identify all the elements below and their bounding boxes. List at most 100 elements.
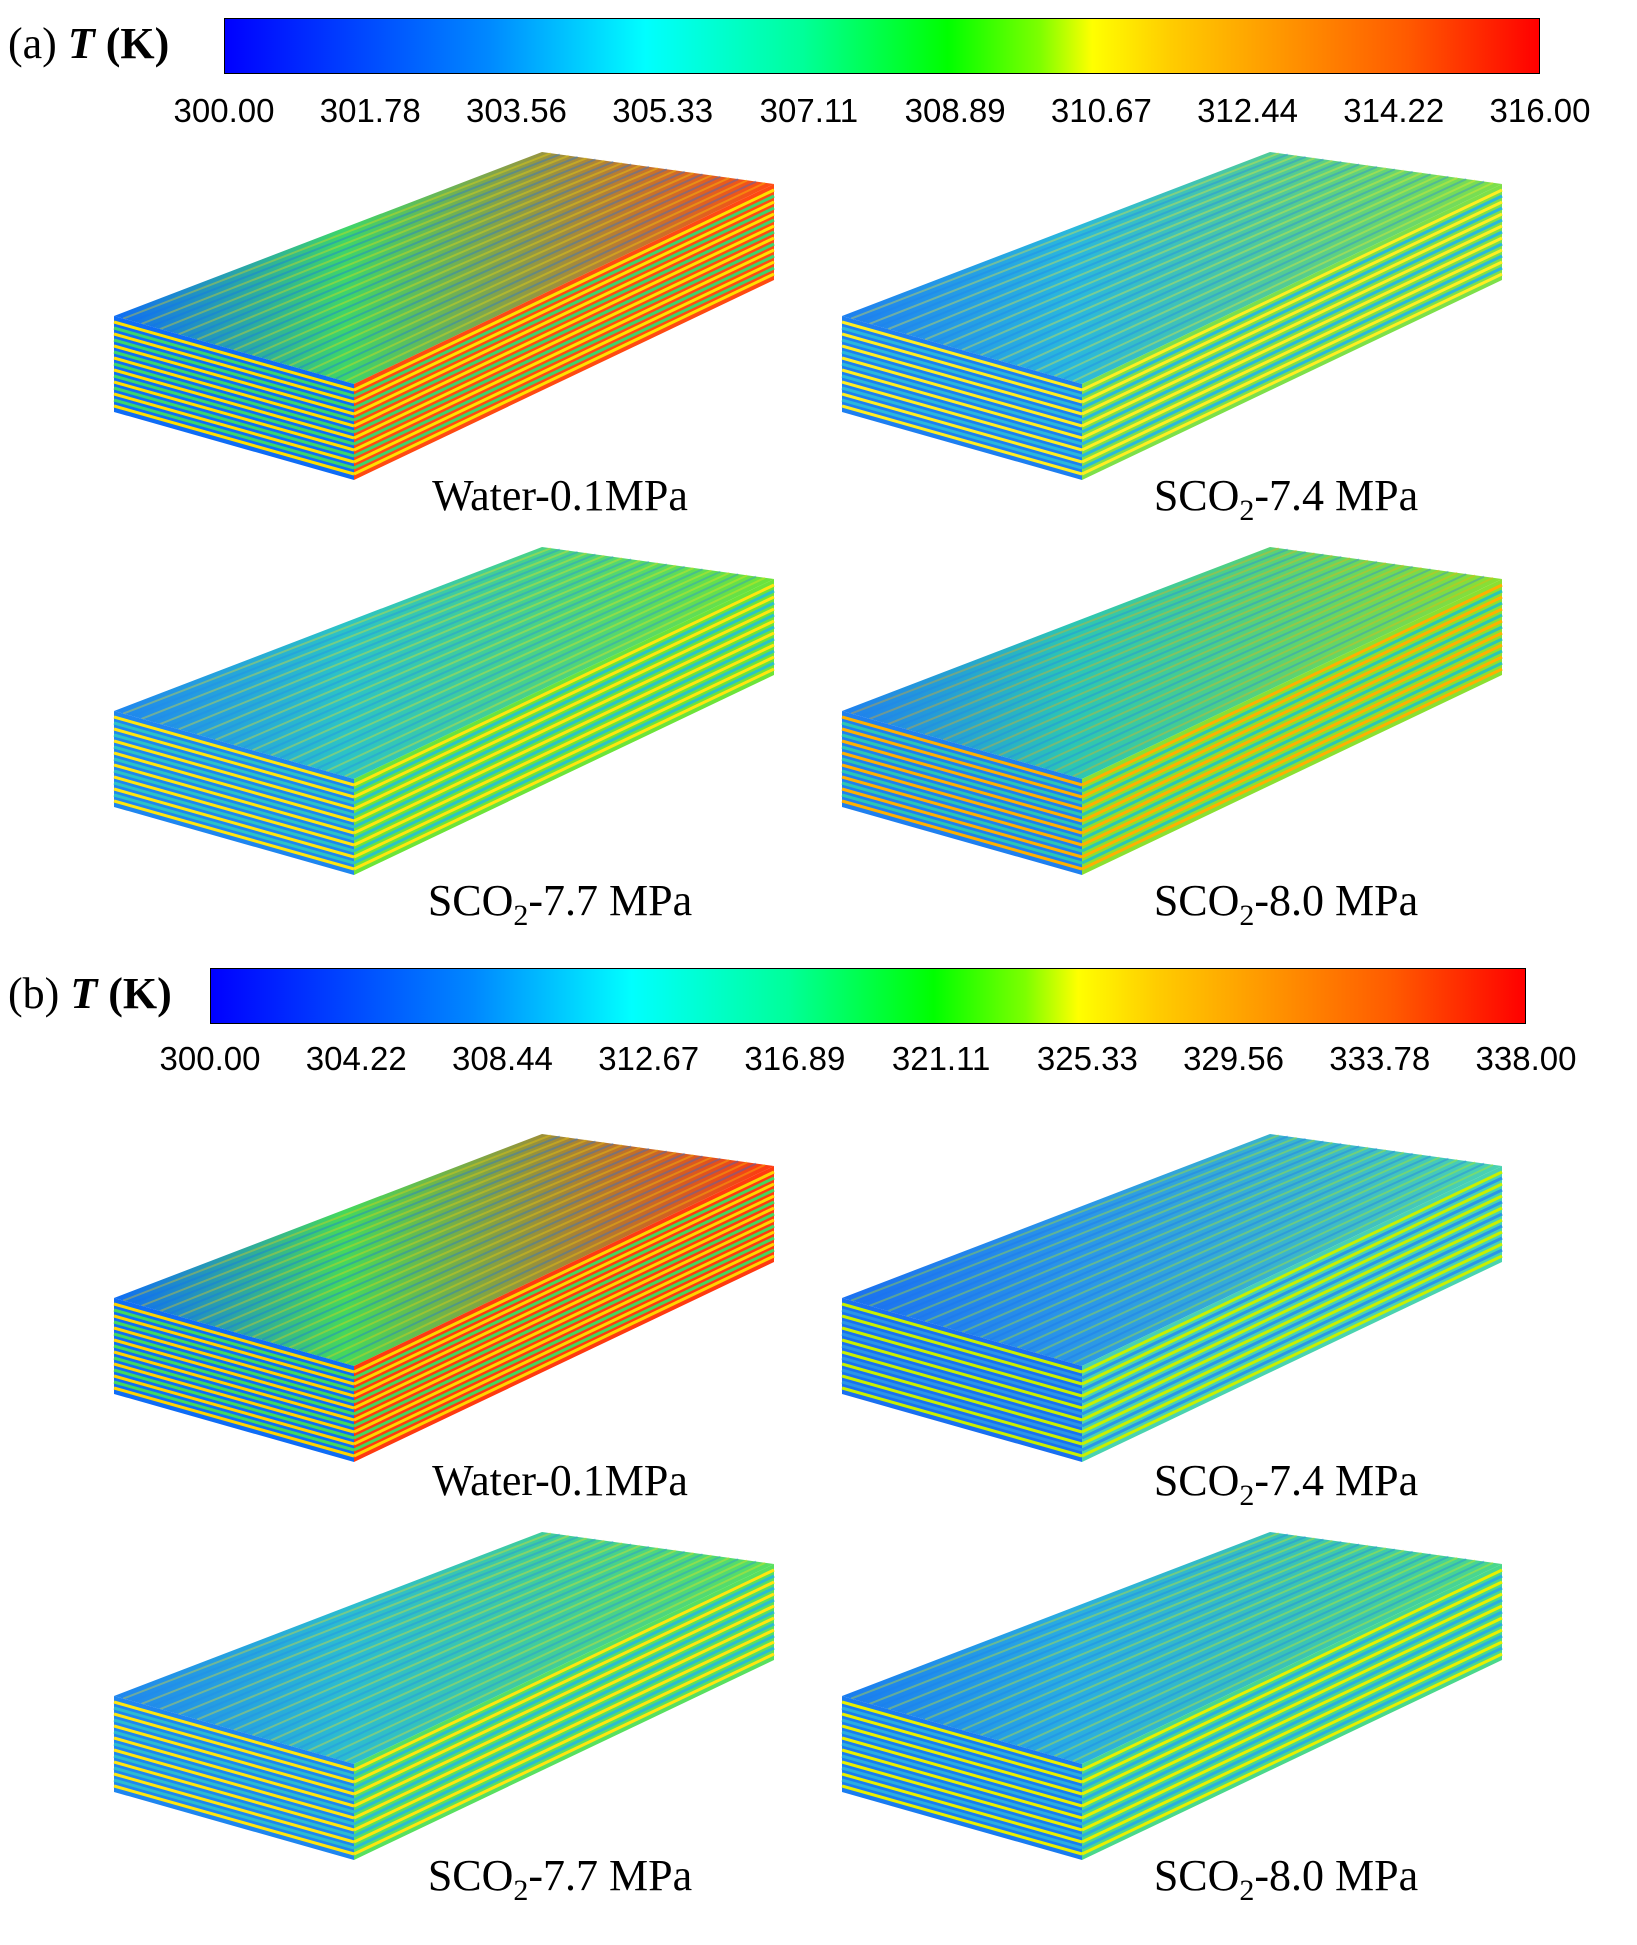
slab-layer-stripe xyxy=(113,1326,355,1398)
slab-top-stripe xyxy=(1016,569,1440,762)
slab-layer-stripe xyxy=(353,218,775,422)
slab-layer-stripe xyxy=(841,781,1083,853)
case-caption-prefix: SCO xyxy=(1153,471,1240,520)
slab-layer-stripe xyxy=(1081,230,1503,434)
panel-b-quantity-symbol: T xyxy=(70,969,98,1018)
slab-layer-stripe xyxy=(113,763,355,835)
slab-layer-stripe xyxy=(841,751,1083,823)
slab-layer-stripe xyxy=(353,1580,775,1784)
slab-layer-stripe xyxy=(113,757,355,829)
slab-top-stripe xyxy=(1026,1157,1449,1352)
temperature-contour-slab xyxy=(113,1134,775,1462)
temperature-contour-slab xyxy=(841,1532,1503,1860)
slab-top-stripe xyxy=(860,153,1289,323)
slab-layer-stripe xyxy=(113,1742,355,1814)
slab-top-stripe xyxy=(1044,178,1467,375)
slab-layer-stripe xyxy=(841,1380,1083,1452)
slab-layer-stripe xyxy=(1081,254,1503,458)
slab-top-stripe xyxy=(980,564,1405,752)
slab-top-stripe xyxy=(261,1152,686,1341)
case-caption: SCO2-8.0 MPa xyxy=(1154,875,1418,933)
slab-top-stripe xyxy=(307,1556,730,1752)
slab-top-stripe xyxy=(970,563,1396,749)
slab-top-stripe xyxy=(1063,1560,1485,1760)
slab-top-stripe xyxy=(122,1134,552,1302)
slab-layer-stripe xyxy=(113,1344,355,1416)
slab-layer-stripe xyxy=(353,1586,775,1790)
slab-layer-stripe xyxy=(1081,1218,1503,1422)
slab-layer-stripe xyxy=(1081,1242,1503,1446)
slab-top-face xyxy=(114,1134,774,1366)
slab-top-stripe xyxy=(952,165,1378,349)
slab-top-stripe xyxy=(215,559,641,741)
slab-top-stripe xyxy=(1072,181,1494,383)
slab-layer-stripe xyxy=(353,248,775,452)
slab-top-stripe xyxy=(279,173,704,364)
slab-layer-stripe xyxy=(113,733,355,805)
slab-top-stripe xyxy=(242,1548,668,1734)
slab-layer-stripe xyxy=(113,1700,355,1772)
case-caption-prefix: Water-0.1MPa xyxy=(432,1456,688,1505)
slab-layer-stripe xyxy=(841,757,1083,829)
slab-top-stripe xyxy=(897,1140,1324,1315)
slab-layer-stripe xyxy=(353,212,775,416)
slab-top-stripe xyxy=(335,575,757,775)
temperature-contour-slab xyxy=(113,152,775,480)
slab-top-stripe xyxy=(897,553,1324,728)
slab-layer-stripe xyxy=(841,715,1083,787)
slab-layer-stripe xyxy=(353,667,775,871)
slab-layer-stripe xyxy=(353,242,775,446)
slab-layer-stripe xyxy=(841,1760,1083,1832)
slab-layer-stripe xyxy=(1081,1254,1503,1458)
slab-layer-stripe xyxy=(841,1386,1083,1458)
slab-layer-stripe xyxy=(841,787,1083,859)
slab-layer-stripe xyxy=(841,1736,1083,1808)
slab-layer-stripe xyxy=(841,368,1083,440)
temperature-contour-slab xyxy=(113,1532,775,1860)
slab-top-stripe xyxy=(943,1544,1369,1726)
slab-top-stripe xyxy=(1026,175,1449,370)
case-caption-subscript: 2 xyxy=(513,1873,529,1907)
slab-top-stripe xyxy=(150,1137,579,1310)
slab-layer-stripe xyxy=(353,224,775,428)
slab-top-stripe xyxy=(233,1547,659,1731)
slab-layer-stripe xyxy=(1081,212,1503,416)
case-caption-prefix: SCO xyxy=(1153,1456,1240,1505)
slab-top-stripe xyxy=(906,159,1333,336)
slab-layer-stripe xyxy=(353,1170,775,1374)
slab-top-stripe xyxy=(298,1157,721,1352)
slab-layer-stripe xyxy=(353,631,775,835)
slab-layer-stripe xyxy=(353,1646,775,1850)
slab-top-stripe xyxy=(887,157,1315,331)
slab-layer-stripe xyxy=(841,769,1083,841)
case-caption-suffix: -7.7 MPa xyxy=(528,1851,693,1900)
case-caption-prefix: SCO xyxy=(427,876,514,925)
slab-layer-stripe xyxy=(1081,1200,1503,1404)
slab-layer-stripe xyxy=(1081,1628,1503,1832)
case-caption-suffix: -7.7 MPa xyxy=(528,876,693,925)
slab-layer-stripe xyxy=(113,781,355,853)
slab-top-stripe xyxy=(906,1539,1333,1716)
slab-layer-stripe xyxy=(1081,661,1503,865)
slab-layer-stripe xyxy=(1081,1230,1503,1434)
slab-layer-stripe xyxy=(1081,266,1503,470)
slab-layer-stripe xyxy=(113,1736,355,1808)
slab-layer-stripe xyxy=(113,1386,355,1458)
slab-top-stripe xyxy=(1044,1558,1467,1755)
slab-top-stripe xyxy=(335,1162,757,1362)
slab-top-stripe xyxy=(980,1549,1405,1737)
slab-layer-stripe xyxy=(841,1766,1083,1838)
slab-layer-stripe xyxy=(353,1254,775,1458)
case-caption: Water-0.1MPa xyxy=(432,1455,688,1513)
slab-top-stripe xyxy=(897,158,1324,333)
colorbar-tick-label: 300.00 xyxy=(159,1040,261,1077)
slab-layer-stripe xyxy=(841,320,1083,392)
slab-top-stripe xyxy=(1035,1556,1458,1752)
panel-b-colorbar xyxy=(210,968,1526,1024)
slab-layer-stripe xyxy=(113,1308,355,1380)
slab-top-stripe xyxy=(187,555,614,733)
slab-top-stripe xyxy=(980,1151,1405,1339)
slab-top-stripe xyxy=(178,159,605,336)
slab-top-stripe xyxy=(159,157,587,331)
slab-layer-stripe xyxy=(841,1730,1083,1802)
